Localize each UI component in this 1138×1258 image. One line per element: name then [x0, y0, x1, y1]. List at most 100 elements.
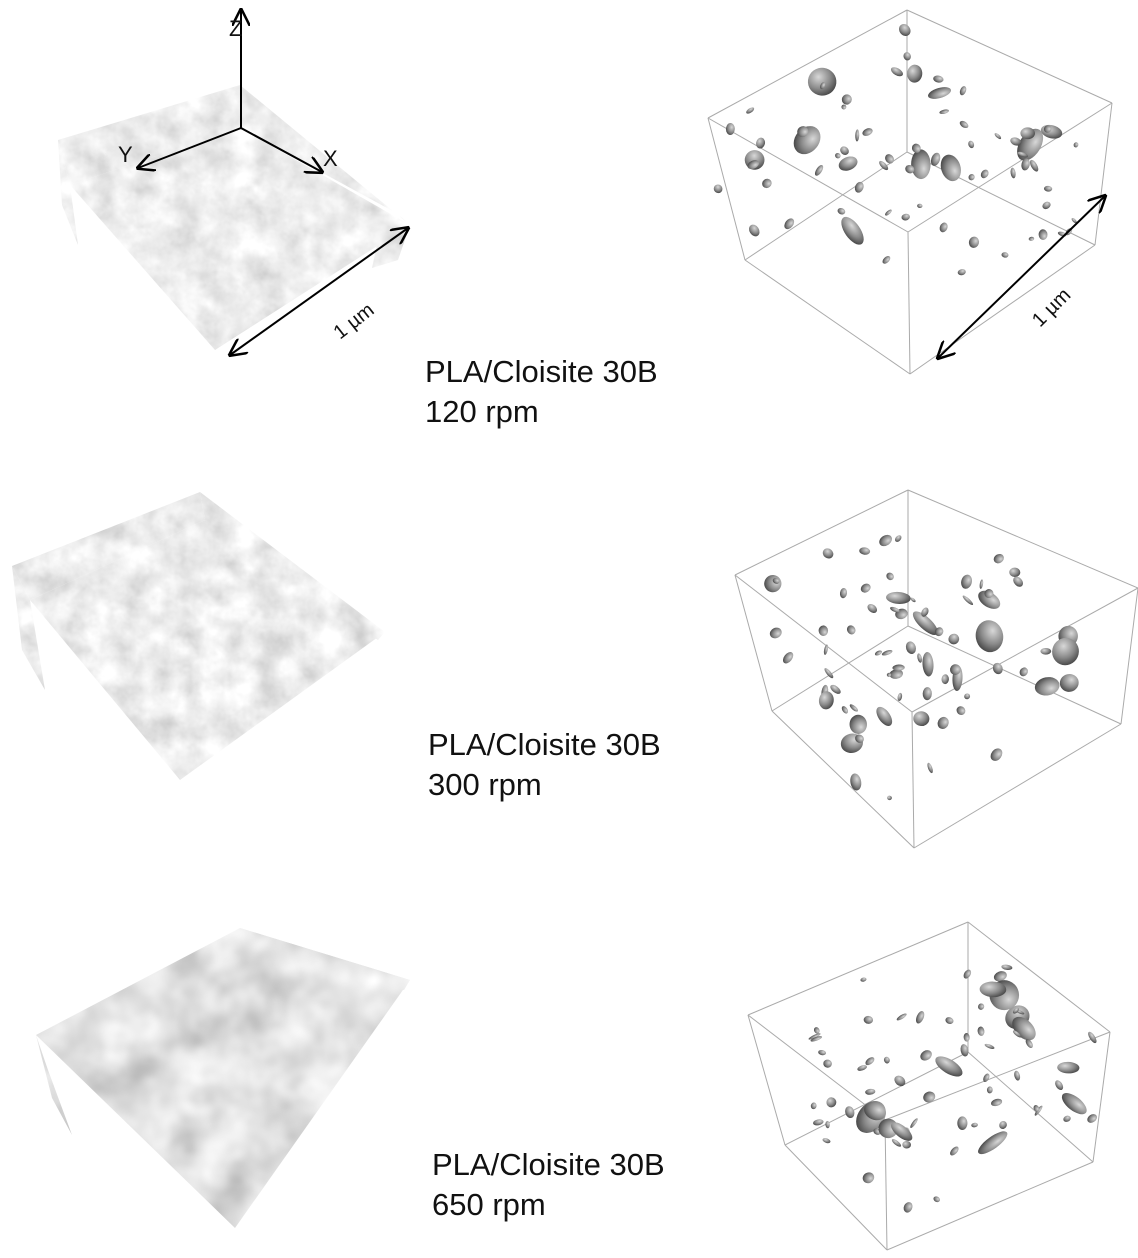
particle	[823, 644, 829, 655]
particle	[1001, 964, 1013, 971]
particle	[841, 104, 847, 110]
box-edge	[1121, 588, 1138, 724]
particle	[1009, 567, 1020, 577]
particle	[768, 626, 783, 641]
particle	[866, 602, 879, 615]
particle	[975, 1128, 1010, 1158]
particle	[881, 255, 892, 266]
particle	[917, 203, 923, 208]
particle	[907, 64, 923, 83]
particle	[967, 140, 975, 149]
box-edge	[968, 922, 1110, 1032]
particle	[941, 674, 949, 684]
particle	[844, 1105, 856, 1119]
box-edge	[908, 626, 1121, 724]
screw-speed: 300 rpm	[428, 767, 542, 802]
particle	[957, 1116, 967, 1130]
particle	[874, 649, 883, 656]
particle	[818, 625, 828, 636]
particle	[992, 552, 1006, 565]
particle	[896, 1012, 908, 1021]
particle	[902, 1141, 911, 1149]
particle	[864, 1056, 876, 1067]
screw-speed: 120 rpm	[425, 394, 539, 429]
box-edge	[910, 245, 1095, 374]
particle	[990, 1098, 1003, 1108]
particle	[861, 127, 874, 138]
particle	[960, 573, 974, 590]
particle	[1028, 236, 1034, 241]
particle	[979, 168, 990, 180]
particle	[810, 1102, 817, 1109]
particle	[845, 624, 857, 636]
box-edge	[908, 232, 910, 374]
particle	[1018, 666, 1030, 678]
box-edge	[735, 490, 908, 575]
particle	[902, 51, 912, 61]
particle	[747, 223, 762, 239]
box-edge	[772, 626, 908, 711]
screw-speed: 650 rpm	[432, 1187, 546, 1222]
particle	[885, 571, 896, 582]
particle	[839, 731, 865, 755]
particle	[927, 85, 953, 101]
scale-label: 1 µm	[1028, 284, 1075, 331]
particle	[967, 173, 976, 182]
particle	[887, 795, 892, 800]
box-edge	[914, 724, 1121, 848]
particle	[897, 692, 903, 701]
particle	[938, 221, 949, 233]
box-edge	[1095, 103, 1112, 245]
particle	[958, 119, 969, 129]
particle	[977, 1002, 986, 1011]
box-edge	[887, 1162, 1093, 1250]
particle	[962, 594, 975, 606]
particle	[1044, 186, 1053, 192]
box-edge	[785, 1145, 887, 1250]
particle	[1040, 648, 1051, 655]
figure: Z Y X 1 µm PLA/Cloisite 30B 120 rpm PLA/…	[0, 0, 1138, 1258]
particle	[962, 968, 973, 980]
axis-label: Y	[118, 142, 133, 167]
particle	[822, 1137, 831, 1144]
particle	[1062, 1115, 1071, 1123]
particle	[971, 1122, 978, 1128]
particle	[1073, 142, 1079, 148]
particle	[853, 180, 865, 194]
particle	[859, 582, 872, 595]
particle	[932, 1195, 941, 1203]
particle	[891, 1138, 902, 1148]
particle	[926, 762, 934, 774]
particle	[916, 653, 922, 663]
particle	[818, 690, 835, 710]
particle	[932, 1052, 966, 1080]
particle	[865, 1088, 876, 1095]
axis-label: X	[323, 146, 338, 171]
particle	[894, 534, 903, 543]
particle	[959, 85, 968, 96]
particle	[849, 714, 867, 734]
particle	[910, 597, 917, 603]
particle	[901, 213, 911, 221]
particle	[826, 1097, 837, 1108]
tomogram-slab	[36, 928, 410, 1228]
particle	[904, 640, 917, 655]
particle	[1013, 1070, 1021, 1081]
particle	[963, 1033, 970, 1042]
particle	[745, 106, 755, 115]
particle	[902, 1201, 914, 1214]
particle	[944, 1016, 954, 1025]
particle	[937, 152, 964, 184]
particle	[855, 129, 859, 141]
particle	[881, 649, 893, 657]
particle	[991, 662, 1004, 676]
particle	[897, 22, 913, 39]
particle	[909, 1117, 919, 1129]
particle	[884, 208, 893, 216]
particle	[788, 121, 826, 160]
particle	[712, 183, 724, 195]
particle	[1058, 672, 1080, 693]
particle	[1028, 159, 1040, 173]
particle	[1053, 1079, 1064, 1092]
particle	[839, 587, 847, 598]
